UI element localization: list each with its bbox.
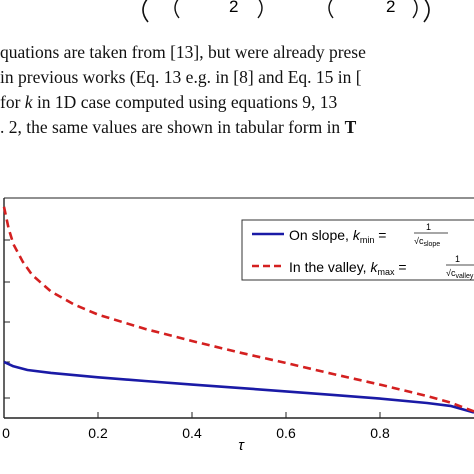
left-bracket-1	[142, 0, 149, 23]
left-bracket-2	[174, 0, 180, 19]
x-tick-label: 0.8	[370, 425, 390, 441]
eq-digit-1: 2	[229, 0, 238, 16]
legend-entry-valley: In the valley, kmax =	[289, 259, 407, 277]
x-tick-label: 0.4	[182, 425, 202, 441]
right-bracket-2	[412, 0, 418, 19]
x-tick-label: 0.2	[88, 425, 108, 441]
paragraph-line-1: quations are taken from [13], but were a…	[0, 42, 366, 62]
x-axis-label: τ	[238, 437, 245, 454]
legend-entry-slope: On slope, kmin =	[289, 227, 386, 245]
legend-valley-denominator: √cvalley	[446, 268, 474, 280]
eq-digit-2: 2	[386, 0, 395, 16]
paragraph-line-2: in previous works (Eq. 13 e.g. in [8] an…	[0, 67, 362, 87]
x-tick-label: 0.6	[276, 425, 296, 441]
legend-valley-numerator: 1	[455, 254, 460, 264]
line-chart: 0 0.2 0.4 0.6 0.8 τ On slope, kmin = 1 √cslo…	[2, 197, 474, 454]
legend-slope-denominator: √cslope	[414, 236, 440, 248]
paragraph-line-4: . 2, the same values are shown in tabula…	[0, 117, 357, 137]
x-tick-label: 0	[2, 425, 10, 441]
right-bracket-3	[423, 0, 430, 23]
series-line-slope	[3, 360, 474, 414]
legend-box	[241, 219, 474, 281]
left-bracket-3	[328, 0, 334, 19]
legend-slope-numerator: 1	[426, 222, 431, 232]
right-bracket-1	[257, 0, 263, 19]
legend: On slope, kmin = 1 √cslope In the valley…	[241, 219, 474, 281]
paragraph-line-3: for k in 1D case computed using equation…	[0, 92, 338, 112]
series-line-valley	[2, 206, 474, 413]
equation-fragment: 2 2	[142, 0, 430, 23]
x-ticks: 0 0.2 0.4 0.6 0.8	[2, 412, 390, 441]
series-lines	[2, 206, 474, 414]
